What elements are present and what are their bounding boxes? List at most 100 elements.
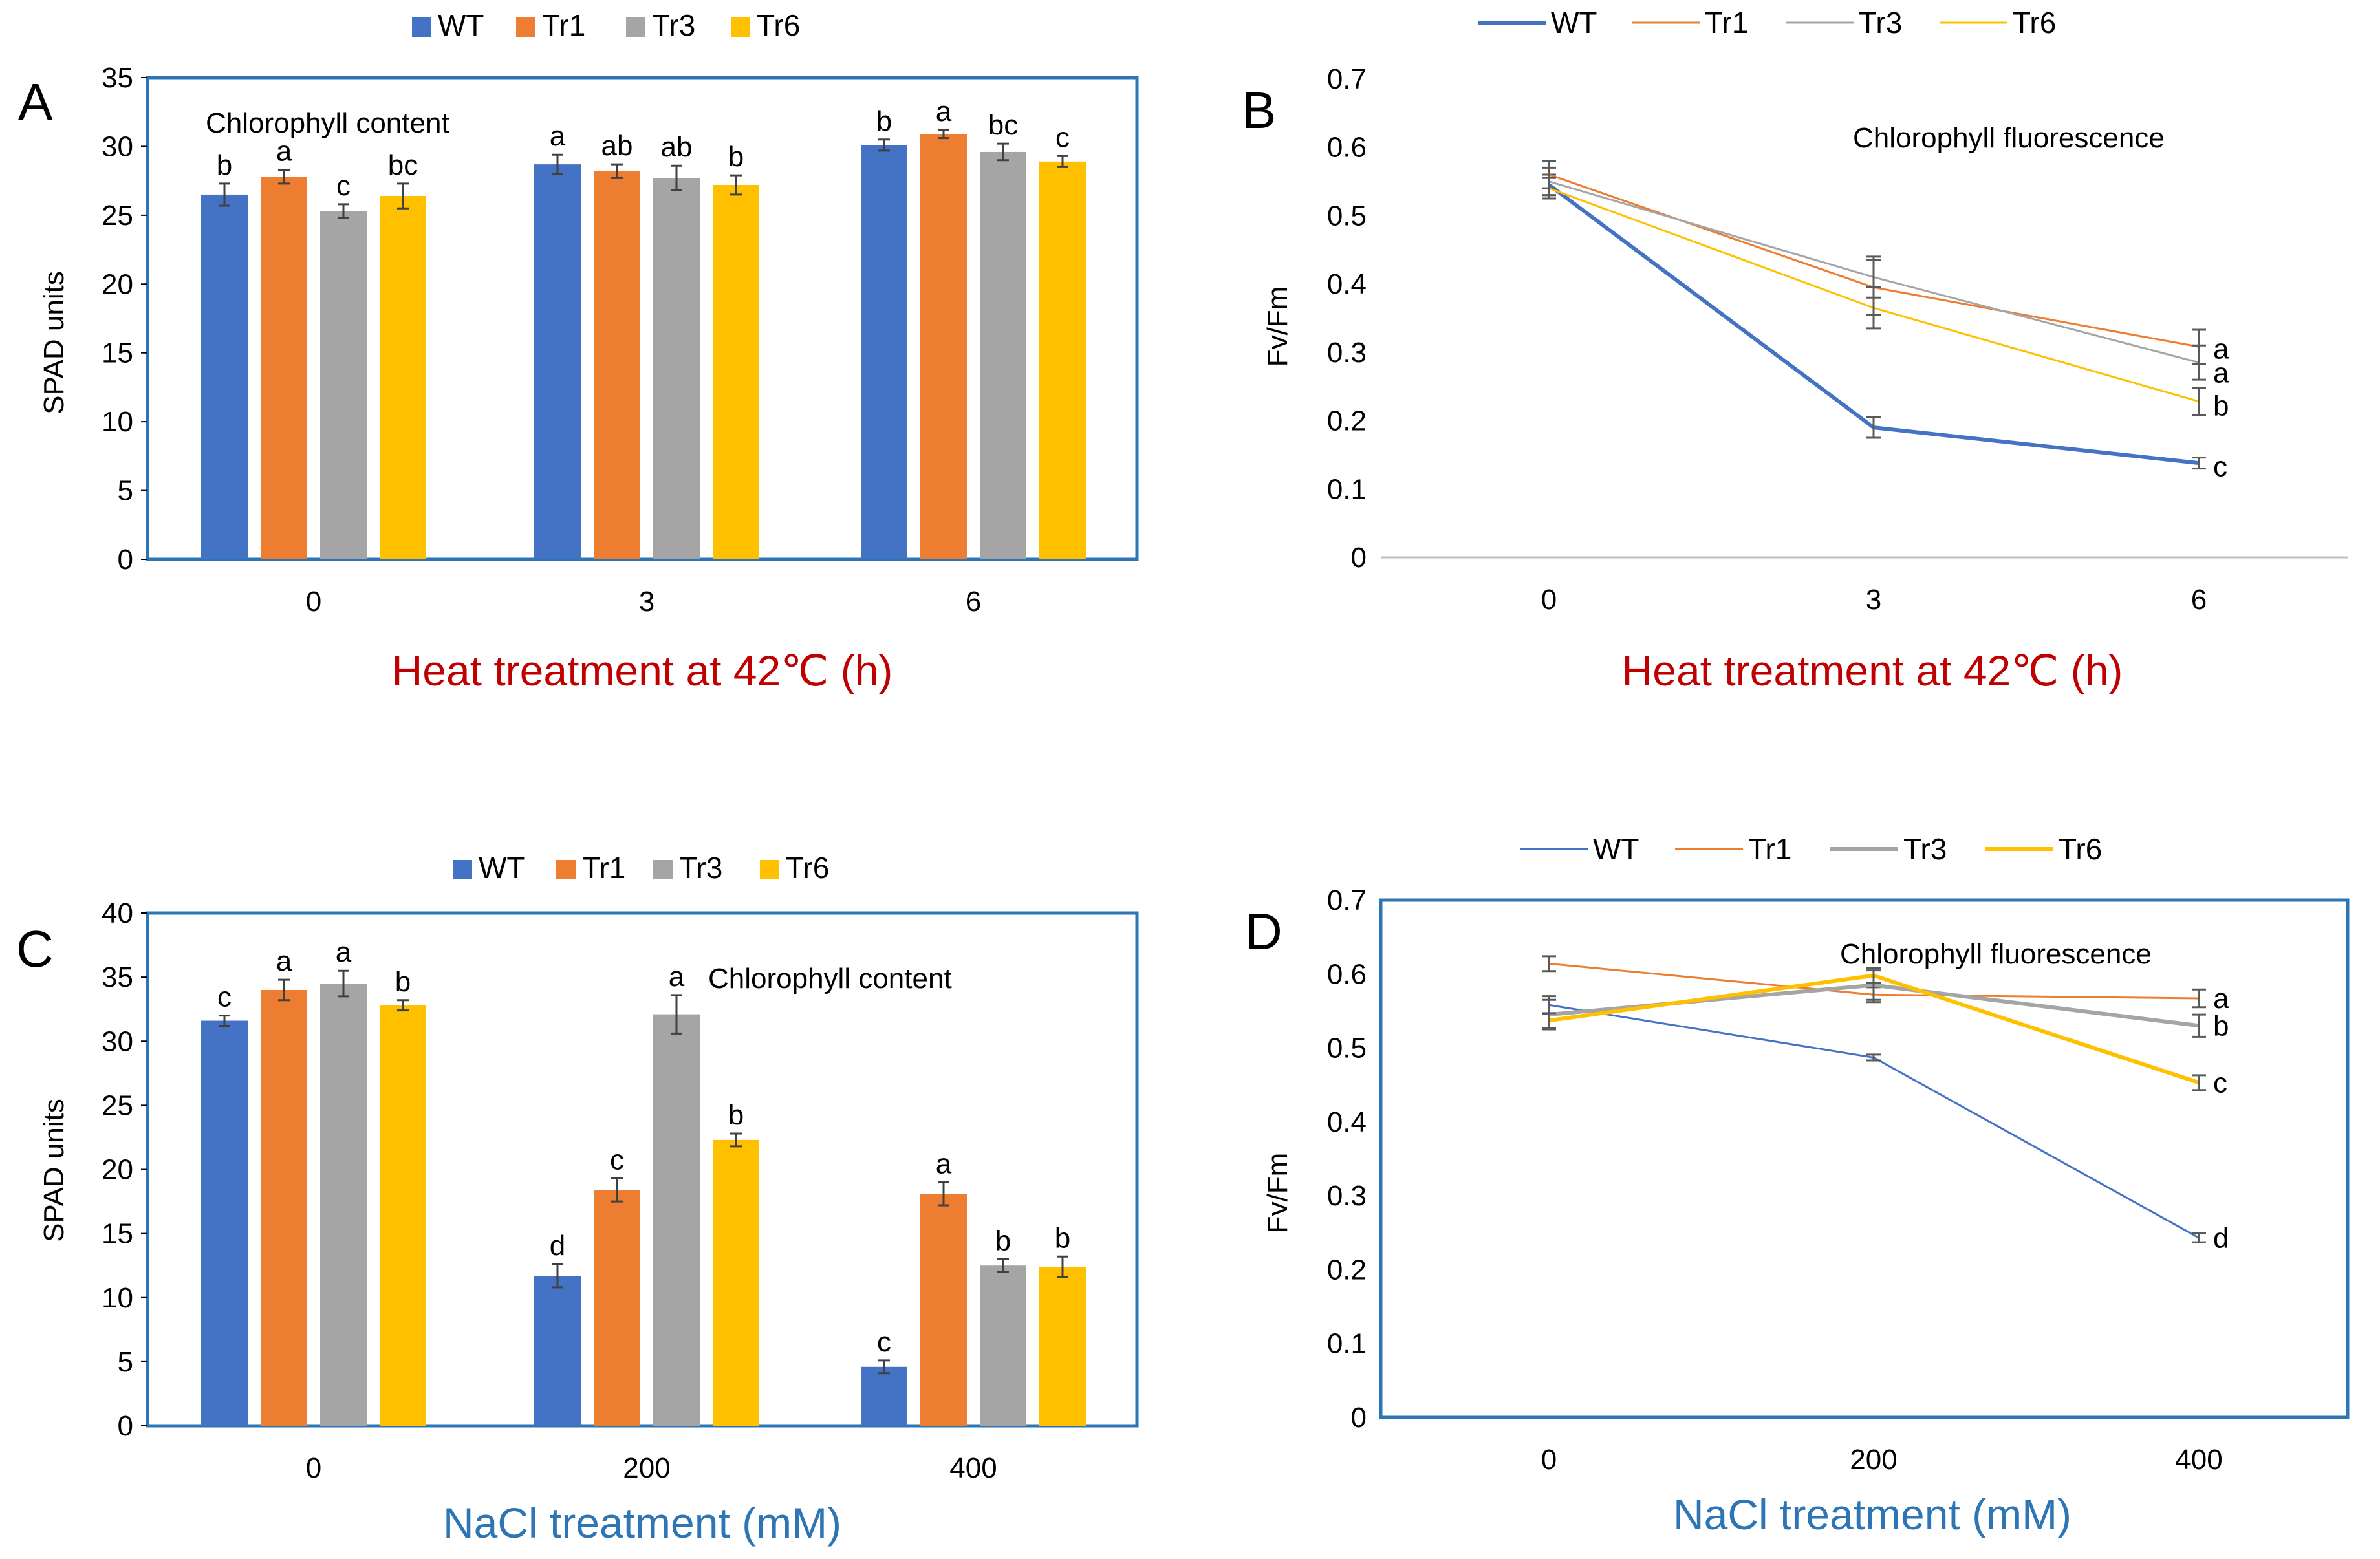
panel-c-xlabel: NaCl treatment (mM): [443, 1499, 841, 1547]
significance-letter: c: [1055, 122, 1070, 153]
significance-letter: b: [995, 1225, 1011, 1256]
panel-d-plot-area: [1379, 898, 2350, 1419]
panel-c-ytick-label: 40: [102, 898, 133, 929]
significance-letter: a: [2213, 334, 2229, 365]
panel-c-ytick-label: 0: [118, 1410, 133, 1442]
panel-d-ytick-label: 0.3: [1327, 1180, 1367, 1212]
panel-d-title: Chlorophyll fluorescence: [1840, 938, 2152, 970]
panel-b-ytick-label: 0.1: [1327, 473, 1367, 505]
panel-d-xtick-label: 200: [1850, 1444, 1897, 1476]
panel-b-ylabel: Fv/Fm: [1262, 286, 1293, 367]
bar-tr1: [594, 171, 640, 559]
significance-letter: ab: [661, 131, 693, 163]
legend-label-tr3: Tr3: [652, 8, 695, 42]
panel-c-legend: WT Tr1 Tr3 Tr6: [453, 851, 829, 885]
bar-tr3: [653, 178, 700, 559]
panel-d: WT Tr1 Tr3 Tr6 D Fv/Fm 00.10.20.30.40.50.60…: [1245, 832, 2350, 1538]
legend-swatch-tr6: [760, 860, 779, 879]
legend-label-tr6: Tr6: [786, 851, 829, 885]
panel-b-ytick-label: 0: [1351, 542, 1367, 574]
bar-tr3: [320, 984, 367, 1426]
bar-tr1: [920, 1194, 967, 1426]
panel-d-ytick-label: 0.1: [1327, 1328, 1367, 1360]
panel-d-xtick-label: 400: [2175, 1444, 2222, 1476]
panel-a-ytick-label: 0: [118, 544, 133, 575]
panel-d-letter: D: [1245, 903, 1282, 960]
panel-b-xtick-label: 3: [1866, 584, 1881, 616]
panel-b-title: Chlorophyll fluorescence: [1853, 122, 2165, 154]
panel-b-xtick-label: 0: [1541, 584, 1557, 616]
panel-b-xticks: 0 3 6: [1541, 584, 2207, 616]
legend-label-tr3: Tr3: [1859, 6, 1902, 39]
panel-a-yticks: 0 5 10 15 20 25 30 35: [102, 62, 147, 575]
bar-wt: [534, 164, 581, 560]
significance-letter: bc: [388, 149, 418, 181]
panel-a-ytick-label: 20: [102, 268, 133, 300]
panel-a-ytick-label: 15: [102, 338, 133, 369]
panel-c-xticks: 0 200 400: [306, 1452, 997, 1484]
significance-letter: c: [610, 1144, 624, 1176]
panel-d-yticks: 0 0.1 0.2 0.3 0.4 0.5 0.6 0.7: [1327, 885, 1367, 1434]
panel-c-xtick-label: 400: [949, 1452, 997, 1484]
legend-label-tr1: Tr1: [1748, 832, 1791, 866]
panel-d-lines: abc d: [1542, 955, 2229, 1254]
panel-c-ytick-label: 15: [102, 1218, 133, 1250]
bar-tr6: [380, 196, 426, 559]
panel-b-ytick-label: 0.3: [1327, 337, 1367, 369]
bar-tr6: [1039, 161, 1086, 560]
panel-a-xtick-label: 3: [639, 586, 654, 618]
panel-d-xtick-label: 0: [1541, 1444, 1557, 1476]
legend-swatch-wt: [453, 860, 472, 879]
legend-label-tr6: Tr6: [757, 8, 800, 42]
panel-b-xtick-label: 6: [2191, 584, 2207, 616]
significance-letter: a: [276, 136, 292, 167]
significance-letter: d: [550, 1230, 565, 1262]
significance-letter: b: [2213, 390, 2229, 422]
significance-letter: b: [728, 1099, 744, 1131]
panel-a-letter: A: [18, 73, 53, 131]
legend-label-tr3: Tr3: [1903, 832, 1947, 866]
legend-swatch-tr1: [556, 860, 576, 879]
panel-b: WT Tr1 Tr3 Tr6 B Fv/Fm 00.10.20.30.40.50.60…: [1242, 6, 2348, 694]
panel-a-ytick-label: 10: [102, 406, 133, 438]
significance-letter: a: [2213, 358, 2229, 389]
significance-letter: d: [2213, 1222, 2229, 1254]
significance-letter: a: [2213, 983, 2229, 1015]
legend-label-tr6: Tr6: [2013, 6, 2056, 39]
bar-tr6: [1039, 1267, 1086, 1426]
legend-label-wt: WT: [1551, 6, 1597, 39]
panel-a-xtick-label: 0: [306, 586, 321, 618]
panel-a-title: Chlorophyll content: [206, 107, 449, 139]
bar-wt: [861, 145, 907, 560]
significance-letter: a: [936, 1148, 952, 1179]
panel-a: WT Tr1 Tr3 Tr6 A SPAD units 05101520253035 …: [18, 8, 1139, 694]
panel-a-ytick-label: 30: [102, 131, 133, 162]
significance-letter: b: [728, 141, 744, 173]
panel-d-ytick-label: 0.4: [1327, 1106, 1367, 1138]
panel-a-xtick-label: 6: [966, 586, 981, 618]
significance-letter: b: [217, 149, 232, 181]
bar-wt: [534, 1276, 581, 1426]
legend-label-wt: WT: [438, 8, 484, 42]
legend-label-tr6: Tr6: [2059, 832, 2102, 866]
panel-c-ytick-label: 30: [102, 1026, 133, 1057]
legend-swatch-tr6: [731, 17, 750, 37]
significance-letter: c: [2213, 1067, 2227, 1099]
legend-label-tr1: Tr1: [1705, 6, 1748, 39]
significance-letter: ab: [601, 130, 633, 162]
legend-swatch-tr3: [626, 17, 645, 37]
panel-b-ytick-label: 0.5: [1327, 200, 1367, 231]
panel-c-ytick-label: 35: [102, 962, 133, 993]
panel-b-xlabel: Heat treatment at 42℃ (h): [1622, 647, 2123, 694]
panel-a-legend: WT Tr1 Tr3 Tr6: [412, 8, 800, 42]
legend-label-tr1: Tr1: [582, 851, 625, 885]
bar-tr3: [653, 1014, 700, 1426]
panel-c-xtick-label: 200: [623, 1452, 670, 1484]
panel-a-xticks: 0 3 6: [306, 586, 981, 618]
legend-label-wt: WT: [479, 851, 525, 885]
panel-c-title: Chlorophyll content: [708, 963, 952, 995]
significance-letter: b: [876, 105, 892, 137]
